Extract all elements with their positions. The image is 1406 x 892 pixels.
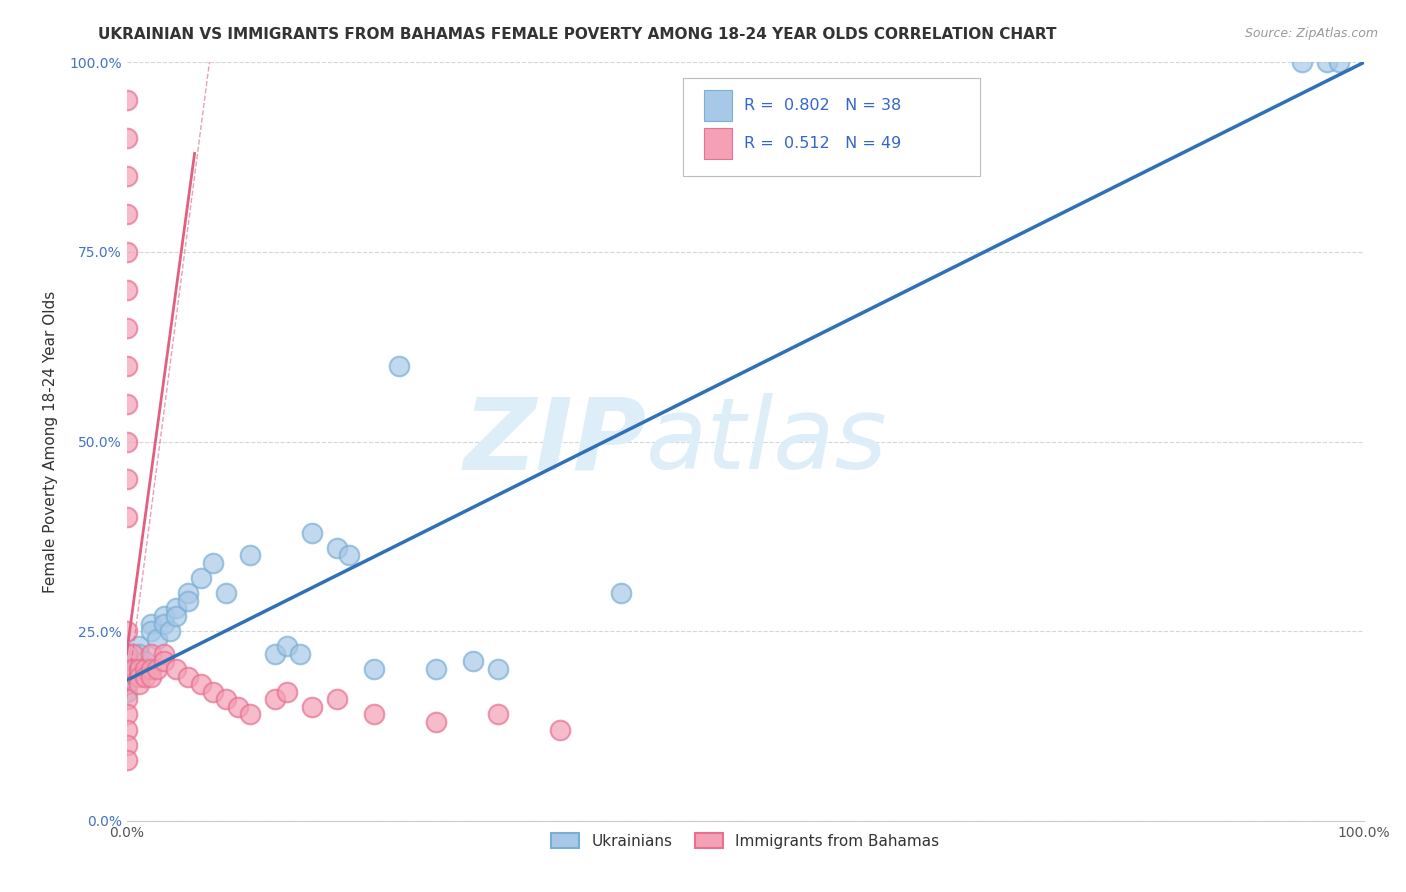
Legend: Ukrainians, Immigrants from Bahamas: Ukrainians, Immigrants from Bahamas [546,827,945,855]
Point [115,647,138,661]
Point [115,396,138,410]
Point [115,662,138,676]
Point [264,692,287,706]
Point [115,434,138,449]
Point [165,662,187,676]
Point [134,662,156,676]
Point [165,608,187,623]
Point [214,586,236,600]
Point [152,616,174,631]
Point [326,541,349,555]
Text: UKRAINIAN VS IMMIGRANTS FROM BAHAMAS FEMALE POVERTY AMONG 18-24 YEAR OLDS CORREL: UKRAINIAN VS IMMIGRANTS FROM BAHAMAS FEM… [98,27,1057,42]
Point [177,594,200,608]
Point [141,616,163,631]
Point [276,639,298,653]
Point [115,473,138,487]
Point [226,699,249,714]
Point [548,723,571,737]
Point [461,655,484,669]
Point [115,677,138,691]
Point [152,655,174,669]
Point [301,525,323,540]
Point [159,624,181,639]
Point [165,601,187,615]
Point [115,94,138,108]
Point [115,359,138,373]
Point [115,169,138,184]
Point [115,723,138,737]
Point [115,207,138,221]
Point [190,677,212,691]
Point [264,647,287,661]
Point [146,662,169,676]
Point [1327,55,1350,70]
Point [486,662,509,676]
Point [121,662,143,676]
Point [128,662,150,676]
Point [337,548,360,563]
Point [115,707,138,722]
Point [363,662,385,676]
Point [121,647,143,661]
Point [115,283,138,297]
Point [115,753,138,767]
Point [425,662,447,676]
Point [276,685,298,699]
Point [202,556,225,570]
Point [115,624,138,639]
Point [388,359,411,373]
Point [115,662,138,676]
Point [141,669,163,683]
Point [115,655,138,669]
Point [288,647,311,661]
Point [128,677,150,691]
Point [177,586,200,600]
Bar [704,128,731,159]
Point [134,655,156,669]
Point [115,692,138,706]
Point [115,685,138,699]
Point [190,571,212,585]
Point [134,669,156,683]
Point [128,639,150,653]
Point [141,662,163,676]
Point [326,692,349,706]
Text: ZIP: ZIP [463,393,647,490]
Point [115,131,138,145]
Point [425,715,447,730]
Text: atlas: atlas [647,393,887,490]
Point [177,669,200,683]
Point [1291,55,1313,70]
Point [141,624,163,639]
Point [115,738,138,752]
Point [152,647,174,661]
Point [202,685,225,699]
Point [363,707,385,722]
Point [146,632,169,646]
Point [610,586,633,600]
Text: R =  0.802   N = 38: R = 0.802 N = 38 [744,98,901,113]
Point [301,699,323,714]
Point [152,608,174,623]
Point [239,707,262,722]
Point [1316,55,1339,70]
Text: Source: ZipAtlas.com: Source: ZipAtlas.com [1244,27,1378,40]
Text: R =  0.512   N = 49: R = 0.512 N = 49 [744,136,901,151]
Point [115,669,138,683]
Point [214,692,236,706]
Point [486,707,509,722]
Point [134,662,156,676]
Point [115,244,138,259]
Point [115,510,138,524]
Point [141,647,163,661]
Point [128,647,150,661]
Point [128,669,150,683]
Point [115,677,138,691]
Y-axis label: Female Poverty Among 18-24 Year Olds: Female Poverty Among 18-24 Year Olds [44,291,58,592]
Bar [704,90,731,120]
Point [115,320,138,334]
FancyBboxPatch shape [683,78,980,177]
Point [239,548,262,563]
